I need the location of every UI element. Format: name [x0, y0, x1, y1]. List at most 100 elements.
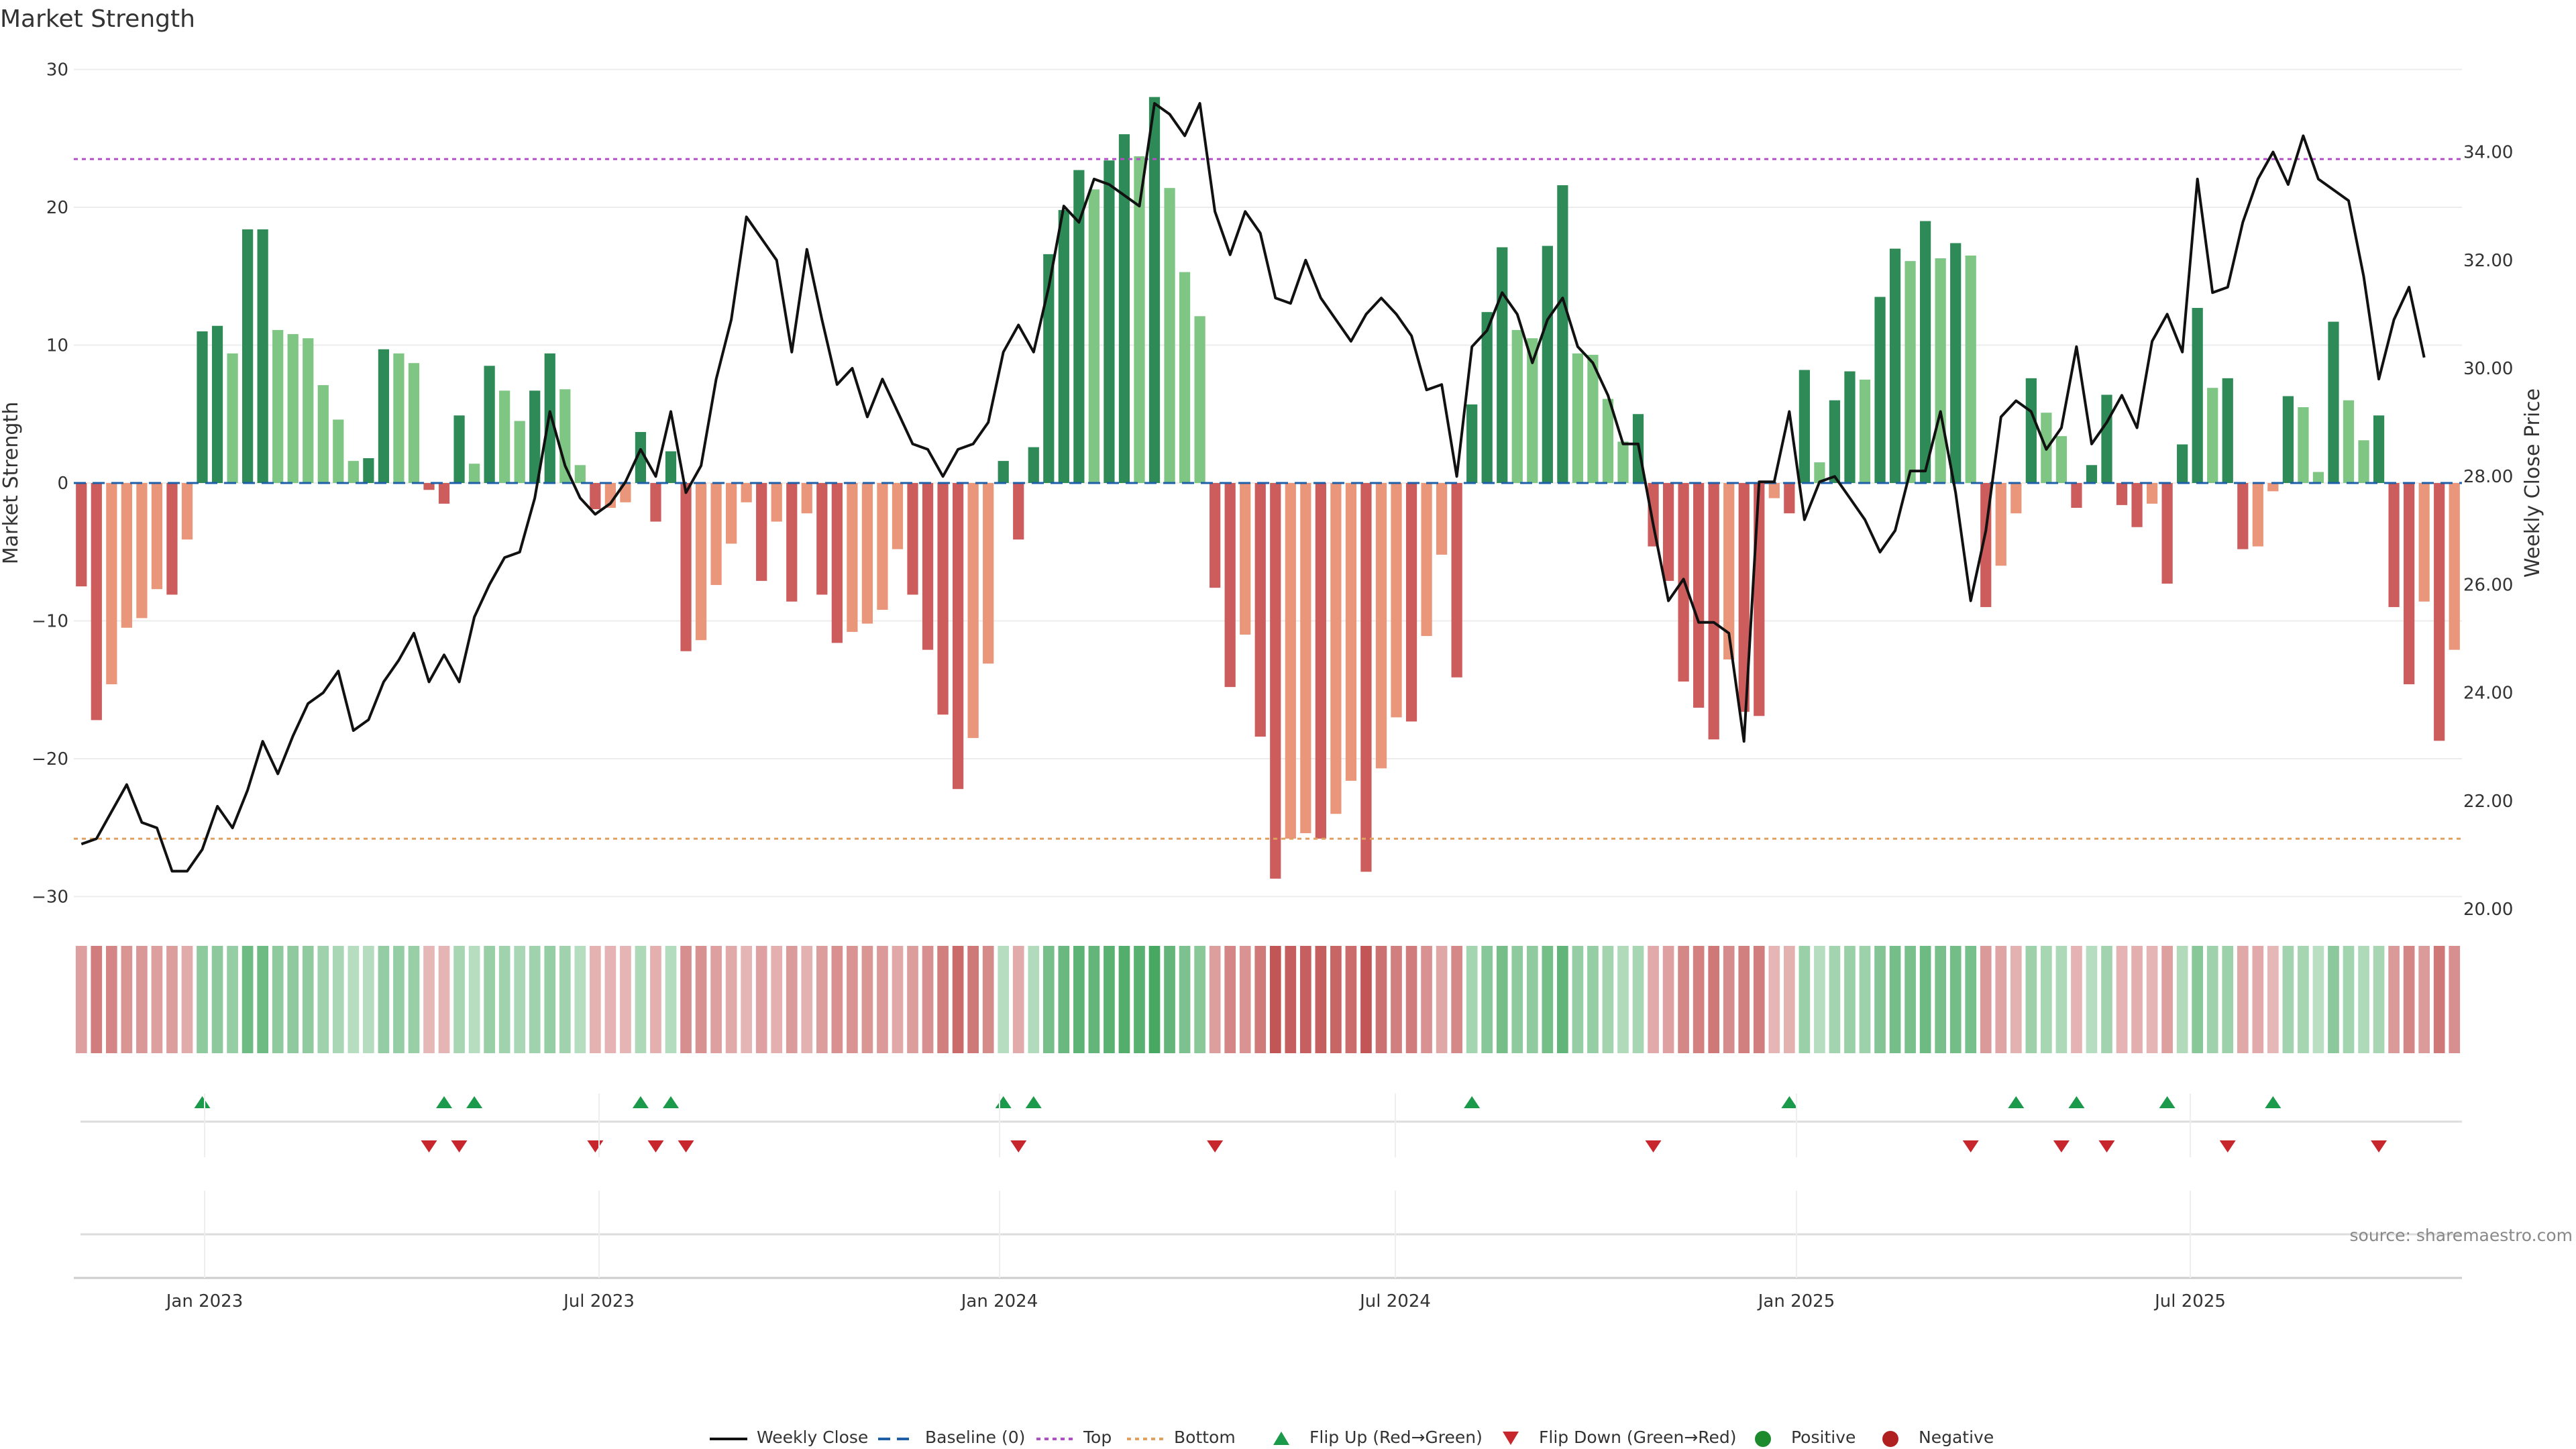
heat-cell — [2449, 946, 2461, 1053]
strength-bar — [484, 366, 495, 483]
strength-bar — [514, 421, 525, 483]
heat-cell — [453, 946, 465, 1053]
strength-bar — [1375, 483, 1387, 769]
heat-cell — [1617, 946, 1629, 1053]
heat-cell — [952, 946, 964, 1053]
heat-cell — [241, 946, 254, 1053]
strength-bar — [1511, 329, 1523, 483]
heat-cell — [801, 946, 813, 1053]
strength-bar — [166, 483, 178, 595]
y2-tick-label: 32.00 — [2463, 251, 2513, 271]
flip-down-marker — [587, 1140, 604, 1152]
heat-cell — [2025, 946, 2037, 1053]
heat-cell — [2343, 946, 2355, 1053]
heat-cell — [1542, 946, 1554, 1053]
flip-down-marker — [2053, 1140, 2070, 1152]
heat-cell — [1768, 946, 1780, 1053]
strength-bar — [1104, 160, 1115, 483]
strength-bar — [227, 353, 238, 483]
flip-down-marker — [421, 1140, 437, 1152]
y2-tick-label: 24.00 — [2463, 684, 2513, 704]
heat-cell — [1148, 946, 1161, 1053]
heat-cell — [272, 946, 284, 1053]
heat-cell — [1632, 946, 1644, 1053]
heat-cell — [1980, 946, 1992, 1053]
heat-cell — [211, 946, 223, 1053]
heat-cell — [1904, 946, 1916, 1053]
strength-bar — [2161, 483, 2173, 584]
heat-cell — [1360, 946, 1372, 1053]
strength-bar — [2267, 483, 2279, 492]
strength-bar — [1345, 483, 1357, 781]
strength-bar — [1662, 483, 1674, 581]
strength-bar — [952, 483, 964, 790]
strength-bar — [378, 349, 390, 483]
strength-bar — [1723, 483, 1735, 660]
heat-cell — [1935, 946, 1946, 1053]
strength-bar — [1527, 338, 1538, 483]
heat-cell — [151, 946, 163, 1053]
heat-cell — [831, 946, 843, 1053]
strength-bar — [1844, 371, 1856, 483]
heat-cell — [665, 946, 677, 1053]
legend-swatch-flip-up — [1273, 1432, 1289, 1445]
heat-cell — [2237, 946, 2249, 1053]
strength-bar — [1013, 483, 1024, 540]
strength-bar — [1421, 483, 1432, 637]
strength-bar — [861, 483, 873, 624]
heat-cell — [1451, 946, 1462, 1053]
strength-bars — [76, 97, 2460, 879]
heat-cell — [922, 946, 934, 1053]
strength-bar — [2358, 440, 2369, 483]
strength-bar — [468, 464, 480, 483]
heat-cell — [741, 946, 752, 1053]
strength-bar — [363, 458, 374, 483]
flip-up-marker — [436, 1096, 453, 1108]
flip-up-marker — [1025, 1096, 1042, 1108]
heat-cell — [1209, 946, 1221, 1053]
heat-cell — [136, 946, 148, 1053]
heat-cell — [347, 946, 360, 1053]
heat-cell — [1814, 946, 1825, 1053]
strength-bar — [2434, 483, 2445, 741]
legend-item: Negative — [1882, 1428, 1994, 1447]
heat-cell — [75, 946, 87, 1053]
heat-cell — [227, 946, 238, 1053]
legend-swatch-positive — [1755, 1431, 1771, 1447]
strength-bar — [257, 229, 268, 483]
strength-bar — [1210, 483, 1221, 588]
flip-up-marker — [2068, 1096, 2085, 1108]
strength-bar — [1179, 272, 1191, 483]
heat-cell — [438, 946, 450, 1053]
strength-bar — [1935, 258, 1946, 483]
strength-bar — [574, 465, 586, 483]
heat-cell — [1708, 946, 1720, 1053]
heat-cell — [1496, 946, 1508, 1053]
strength-bar — [2101, 394, 2112, 483]
flip-up-marker — [2265, 1096, 2282, 1108]
strength-bar — [2177, 444, 2188, 483]
heat-cell — [363, 946, 374, 1053]
strength-bar — [1799, 370, 1810, 483]
strength-bar — [1859, 379, 1871, 483]
heat-cell — [907, 946, 918, 1053]
legend-item: Baseline (0) — [878, 1428, 1025, 1447]
y-axis-label: Market Strength — [0, 402, 23, 564]
strength-bar — [2192, 308, 2203, 483]
heat-cell — [635, 946, 647, 1053]
heat-cell — [468, 946, 480, 1053]
strength-bar — [1572, 353, 1584, 483]
legend-item: Weekly Close — [710, 1428, 868, 1447]
flip-down-marker — [451, 1140, 468, 1152]
strength-bar — [2222, 378, 2233, 483]
strength-bar — [1754, 483, 1765, 716]
strength-bar — [2237, 483, 2249, 549]
heat-cell — [1028, 946, 1040, 1053]
strength-bar — [529, 390, 541, 483]
heat-cell — [302, 946, 314, 1053]
strength-bar — [741, 483, 752, 502]
strength-bar — [559, 389, 571, 483]
strength-bar — [1965, 255, 1976, 483]
strength-bar — [136, 483, 148, 619]
heat-cell — [1421, 946, 1432, 1053]
